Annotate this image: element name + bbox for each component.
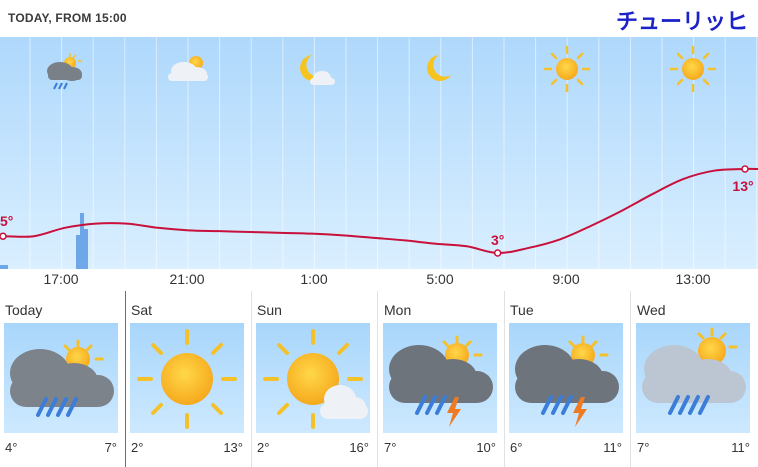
temperature-marker [493,249,502,257]
temperature-marker [741,165,749,173]
day-card-today[interactable]: Today 4° 7° [0,291,126,467]
thunderstorm-sun-icon [509,323,623,433]
precipitation-bar [0,265,8,269]
sun-cloud-icon [256,323,370,433]
temp-max: 7° [104,440,117,455]
day-name: Today [5,302,43,318]
temperature-marker [0,232,7,240]
time-axis: 17:00 21:00 1:00 5:00 9:00 13:00 [0,269,758,291]
time-tick: 1:00 [300,271,328,287]
temp-min: 2° [131,440,144,455]
temp-max: 11° [603,440,622,455]
moon-cloud-icon [300,55,335,85]
temp-max: 16° [349,440,369,455]
temp-max: 10° [476,440,496,455]
precipitation-bar [80,213,84,269]
time-tick: 13:00 [675,271,711,287]
day-name: Tue [510,302,534,318]
day-card-sat[interactable]: Sat 2° 13° [126,291,252,467]
temperature-label: 3° [491,232,504,248]
sun-icon [543,45,591,93]
chart-sky [0,37,758,269]
day-card-sun[interactable]: Sun 2° 16° [252,291,378,467]
city-name[interactable]: チューリッヒ [615,10,748,35]
sun-icon [669,45,717,93]
thunderstorm-sun-icon [383,323,497,433]
time-tick: 9:00 [552,271,580,287]
temperature-markers: 5° 3° 13° [0,165,754,257]
moon-icon [427,55,451,81]
cloud-rain-sun-icon [47,53,82,90]
temp-min: 7° [384,440,397,455]
temperature-label: 5° [0,213,13,229]
day-card-tue[interactable]: Tue 6° 11° [505,291,631,467]
day-name: Wed [637,302,666,318]
precipitation-bar [84,229,88,269]
precipitation-bars [0,213,88,269]
day-card-mon[interactable]: Mon 7° 10° [379,291,505,467]
temp-min: 6° [510,440,523,455]
temp-max: 13° [223,440,243,455]
forecast-subtitle: TODAY, FROM 15:00 [8,11,127,25]
temperature-label: 13° [732,178,753,194]
daily-forecast: Today 4° 7° Sat [0,291,758,467]
temperature-line [2,167,758,255]
precipitation-bar [76,235,80,269]
temp-min: 7° [637,440,650,455]
day-name: Sat [131,302,153,318]
temp-min: 2° [257,440,270,455]
forecast-header: TODAY, FROM 15:00 チューリッヒ [0,0,758,37]
cloud-rain-sun-icon [4,323,118,433]
time-tick: 17:00 [43,271,79,287]
sun-icon [130,323,244,433]
temp-min: 4° [5,440,18,455]
hourly-chart[interactable]: 5° 3° 13° [0,37,758,269]
rain-sun-icon [636,323,750,433]
cloud-sun-icon [168,56,208,81]
time-tick: 5:00 [426,271,454,287]
temp-max: 11° [731,440,750,455]
hourly-chart-svg: 5° 3° 13° [0,37,758,269]
day-card-wed[interactable]: Wed 7° 11° [632,291,758,467]
time-tick: 21:00 [169,271,205,287]
day-name: Sun [257,302,282,318]
day-name: Mon [384,302,412,318]
